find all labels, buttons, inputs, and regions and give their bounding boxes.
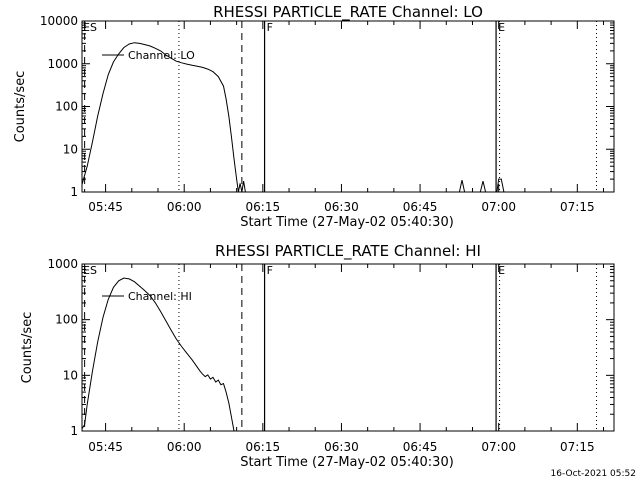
x-tick-label: 06:30 [324,200,359,214]
series-line-1 [82,277,235,431]
x-tick-label: 06:45 [403,440,438,454]
event-corner-label: ES [83,264,97,277]
footer-timestamp: 16-Oct-2021 05:52 [551,469,636,479]
y-tick-label: 100 [55,313,78,327]
y-tick-label: 1000 [47,57,78,71]
x-tick-label: 06:30 [324,440,359,454]
x-tick-label: 06:15 [246,440,281,454]
y-axis-label: Counts/sec [20,312,35,384]
x-tick-label: 06:00 [167,440,202,454]
plot-frame [81,20,615,193]
y-tick-label: 10 [63,368,78,382]
x-tick-label: 07:00 [481,440,516,454]
x-tick-label: 07:15 [560,200,595,214]
event-marker-label: E [498,264,505,277]
legend-label: Channel: HI [128,290,192,303]
y-tick-label: 10 [63,142,78,156]
chart-panel-2: RHESSI PARTICLE_RATE Channel: HI F E ES 1 10 1… [20,242,615,470]
x-tick-label: 05:45 [88,440,123,454]
x-tick-label: 07:00 [481,200,516,214]
chart-title: RHESSI PARTICLE_RATE Channel: LO [213,3,483,22]
x-axis-label: Start Time (27-May-02 05:40:30) [240,215,454,230]
event-marker-label: F [267,21,273,34]
x-tick-label: 06:15 [246,200,281,214]
event-marker-label: F [267,264,273,277]
x-tick-label: 06:00 [167,200,202,214]
y-tick-label: 1000 [47,257,78,271]
y-tick-label: 100 [55,100,78,114]
x-tick-label: 07:15 [560,440,595,454]
series-line-1 [82,42,246,192]
x-axis-label: Start Time (27-May-02 05:40:30) [240,455,454,470]
series-line-3 [479,180,487,192]
event-corner-label: ES [83,21,97,34]
series-line-2 [458,179,466,192]
chart-title: RHESSI PARTICLE_RATE Channel: HI [215,242,481,261]
plot-frame [81,263,615,432]
y-tick-label: 1 [70,424,78,438]
chart-panel-1: RHESSI PARTICLE_RATE Channel: LOF E ES 1 10 1… [13,3,615,230]
event-marker-label: E [498,21,505,34]
y-tick-label: 1 [70,185,78,199]
x-tick-label: 06:45 [403,200,438,214]
y-tick-label: 10000 [40,14,78,28]
y-axis-label: Counts/sec [13,71,28,143]
x-tick-label: 05:45 [88,200,123,214]
series-line-4 [496,178,505,192]
legend-label: Channel: LO [128,49,195,62]
